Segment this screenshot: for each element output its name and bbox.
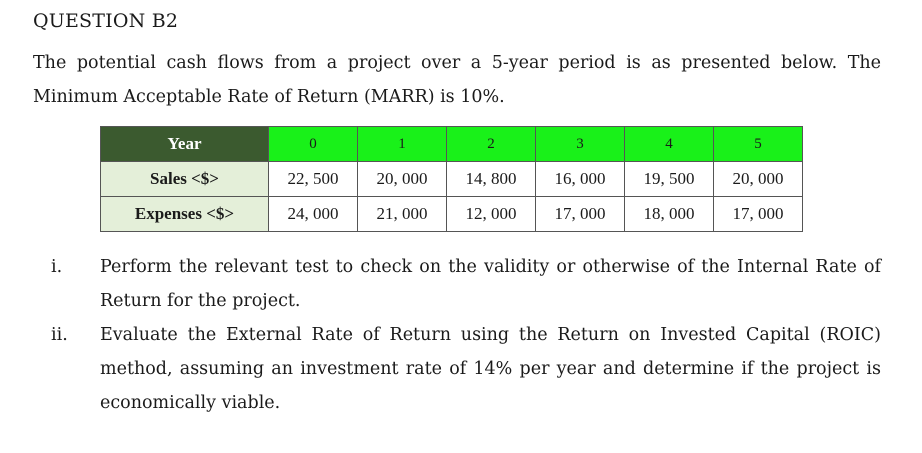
year-cell: 4 bbox=[624, 126, 714, 162]
list-item: i. Perform the relevant test to check on… bbox=[33, 250, 881, 318]
table-cell: 17, 000 bbox=[713, 196, 803, 232]
year-cell: 5 bbox=[713, 126, 803, 162]
table-cell: 20, 000 bbox=[713, 161, 803, 197]
table-cell: 22, 500 bbox=[268, 161, 358, 197]
table-cell: 14, 800 bbox=[446, 161, 536, 197]
table-row: Expenses <$> 24, 000 21, 000 12, 000 17,… bbox=[100, 196, 803, 232]
table-cell: 19, 500 bbox=[624, 161, 714, 197]
year-cell: 1 bbox=[357, 126, 447, 162]
table-row: Sales <$> 22, 500 20, 000 14, 800 16, 00… bbox=[100, 161, 803, 197]
table-cell: 12, 000 bbox=[446, 196, 536, 232]
table-cell: 21, 000 bbox=[357, 196, 447, 232]
item-number: ii. bbox=[51, 325, 68, 345]
item-text: Evaluate the External Rate of Return usi… bbox=[100, 325, 881, 413]
table-cell: 17, 000 bbox=[535, 196, 625, 232]
expenses-label-cell: Expenses <$> bbox=[100, 196, 269, 232]
table-cell: 24, 000 bbox=[268, 196, 358, 232]
item-text: Perform the relevant test to check on th… bbox=[100, 257, 881, 311]
table-cell: 20, 000 bbox=[357, 161, 447, 197]
question-items: i. Perform the relevant test to check on… bbox=[33, 250, 881, 420]
sales-label-cell: Sales <$> bbox=[100, 161, 269, 197]
question-intro: The potential cash flows from a project … bbox=[33, 53, 881, 107]
table-cell: 16, 000 bbox=[535, 161, 625, 197]
question-title: QUESTION B2 bbox=[33, 10, 179, 32]
list-item: ii. Evaluate the External Rate of Return… bbox=[33, 318, 881, 420]
year-cell: 0 bbox=[268, 126, 358, 162]
item-number: i. bbox=[51, 257, 63, 277]
year-cell: 2 bbox=[446, 126, 536, 162]
table-cell: 18, 000 bbox=[624, 196, 714, 232]
table-header-row: Year 0 1 2 3 4 5 bbox=[100, 126, 803, 162]
year-cell: 3 bbox=[535, 126, 625, 162]
cash-flow-table: Year 0 1 2 3 4 5 Sales <$> 22, 500 20, 0… bbox=[100, 126, 803, 232]
year-header-cell: Year bbox=[100, 126, 269, 162]
